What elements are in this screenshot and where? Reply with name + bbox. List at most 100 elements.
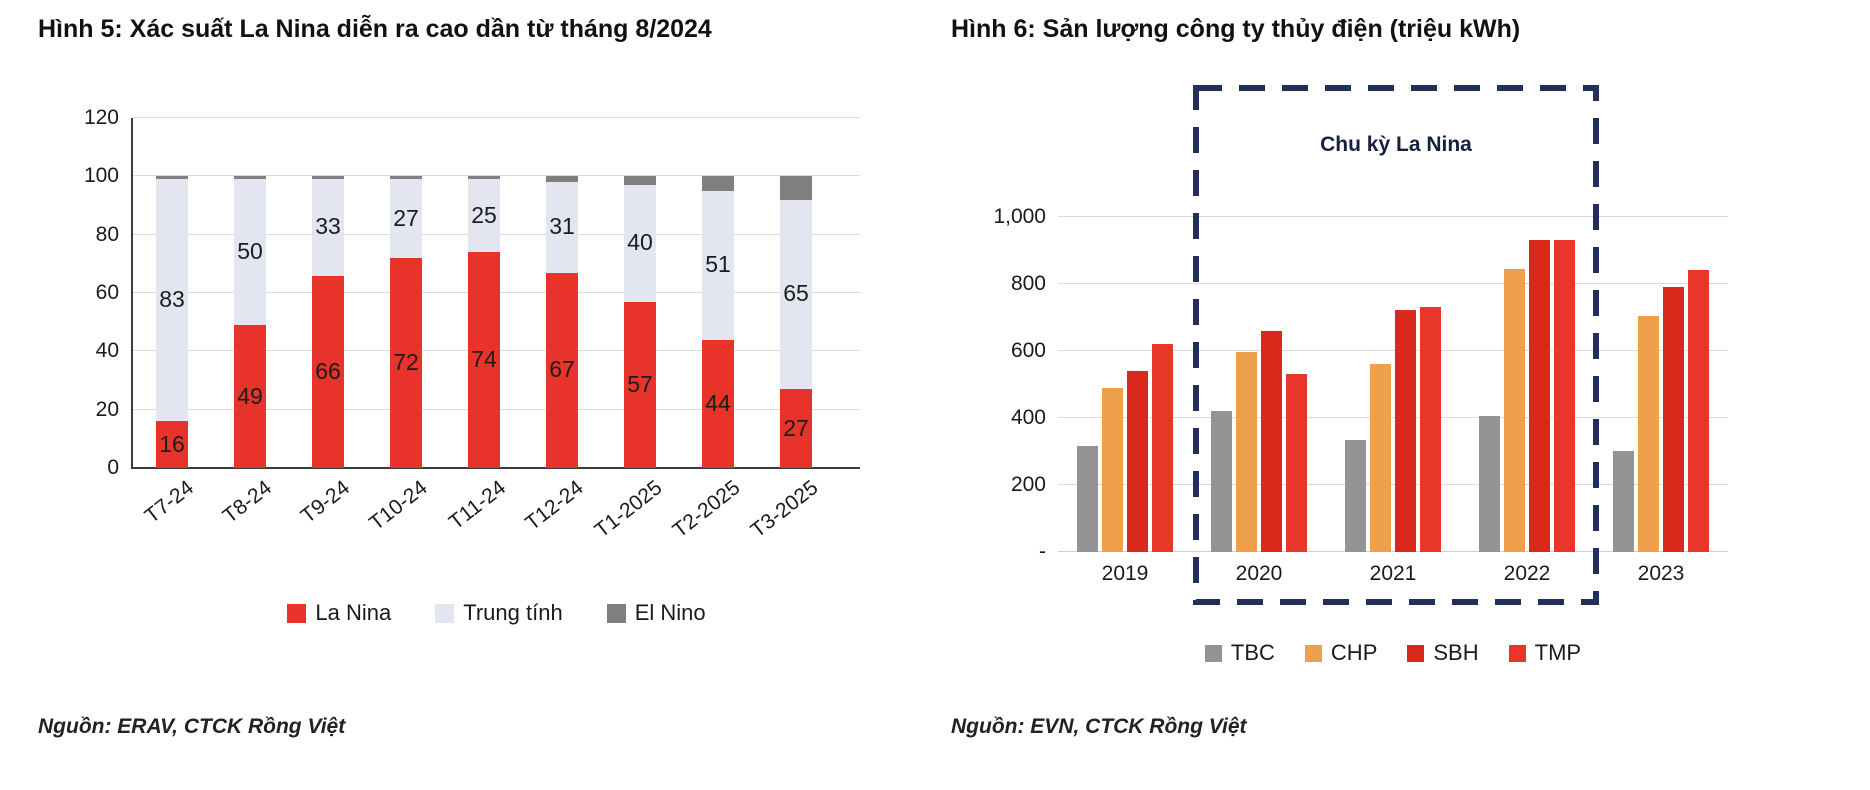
x-axis-line [1058,551,1728,552]
bar-segment-trung-tính [546,182,578,273]
bar-chp [1370,364,1391,552]
gridline-400 [1058,416,1728,418]
legend-swatch-icon [606,603,626,623]
legend-swatch-icon [1407,644,1425,662]
bar-segment-la-nina [390,258,422,468]
y-tick-label: 400 [1010,405,1046,429]
bar-segment-el-nino [780,176,812,200]
legend-item-chp: CHP [1304,640,1378,666]
bar-sbh [1261,330,1282,552]
fig5-title: Hình 5: Xác suất La Nina diễn ra cao dần… [38,15,712,43]
x-tick-label: T2-2025 [668,476,745,543]
bar-tbc [1211,411,1232,552]
gridline-120 [133,117,860,118]
x-tick-label: 2023 [1637,562,1685,585]
bar-tmp [1688,270,1709,552]
figure-hinh-6: Hình 6: Sản lượng công ty thủy điện (tri… [948,15,1858,775]
fig6-source: Nguồn: EVN, CTCK Rồng Việt [951,715,1247,738]
data-label: 33 [315,213,341,240]
x-axis-line [131,467,860,469]
bar-segment-la-nina [624,301,656,468]
bar-chp [1504,268,1525,552]
bar-segment-la-nina [312,275,344,468]
gridline-800 [1058,282,1728,284]
data-label: 65 [783,280,809,307]
legend-label: Trung tính [463,600,563,625]
y-tick-label: 80 [95,222,119,246]
bar-segment-la-nina [468,252,500,468]
bar-segment-trung-tính [468,179,500,253]
bar-chp [1236,352,1257,552]
legend-label: El Nino [634,600,706,625]
data-label: 66 [315,357,341,384]
bar-chp [1638,315,1659,552]
bar-segment-el-nino [624,176,656,186]
bar-tbc [1077,446,1098,552]
gridline-200 [1058,483,1728,485]
bar-sbh [1529,240,1550,552]
data-label: 74 [471,346,497,373]
bar-tbc [1345,439,1366,552]
legend-item-la-nina: La Nina [287,600,391,626]
bar-sbh [1395,310,1416,552]
y-tick-label: 0 [107,456,119,479]
bar-segment-trung-tính [624,185,656,302]
data-label: 25 [471,201,497,228]
x-tick-label: T9-24 [296,476,355,528]
bar-tmp [1420,307,1441,552]
fig5-legend: La Nina Trung tính El Nino [133,600,860,626]
bar-segment-el-nino [390,176,422,180]
data-label: 27 [783,414,809,441]
y-tick-label: 1,000 [993,204,1046,228]
y-tick-label: 600 [1010,338,1046,362]
bar-segment-el-nino [156,176,188,180]
la-nina-cycle-annotation-box: Chu kỳ La Nina [1193,85,1599,605]
data-label: 16 [159,430,185,457]
data-label: 57 [627,370,653,397]
x-tick-label: T1-2025 [590,476,667,543]
legend-label: TBC [1230,640,1275,665]
bar-segment-la-nina [702,339,734,468]
data-label: 44 [705,389,731,416]
data-label: 72 [393,349,419,375]
bar-tbc [1479,416,1500,552]
gridline-600 [1058,349,1728,351]
bar-segment-el-nino [468,176,500,180]
y-tick-label: - [1039,540,1046,563]
x-tick-label: 2019 [1101,562,1149,585]
y-axis-line [131,118,133,469]
y-tick-label: 20 [95,397,119,421]
bar-sbh [1663,287,1684,552]
bar-chp [1102,387,1123,552]
bar-segment-el-nino [702,176,734,191]
data-label: 31 [549,213,575,240]
bar-segment-el-nino [312,176,344,180]
legend-label: CHP [1330,640,1378,665]
bar-segment-trung-tính [234,179,266,326]
dashed-box-outline [1193,85,1599,605]
x-tick-label: T8-24 [218,476,277,528]
bar-segment-la-nina [780,389,812,468]
legend-swatch-icon [435,603,455,623]
x-tick-label: 2022 [1503,562,1551,585]
bar-sbh [1127,370,1148,552]
y-tick-label: 120 [83,106,119,129]
bar-tmp [1152,344,1173,552]
fig5-plot: 0 20 40 60 80 100 120 16 83 T7-24 49 50 T8-24 66 33 T9-… [84,106,860,542]
la-nina-cycle-label: Chu kỳ La Nina [1320,133,1472,156]
x-tick-label: T12-24 [521,476,589,536]
x-tick-label: T7-24 [140,476,199,528]
fig6-legend: TBC CHP SBH TMP [1058,640,1728,666]
legend-swatch-icon [1204,644,1222,662]
legend-label: SBH [1433,640,1479,665]
legend-swatch-icon [1508,644,1526,662]
legend-swatch-icon [1304,644,1322,662]
data-label: 67 [549,356,575,383]
bar-segment-trung-tính [156,179,188,422]
bar-segment-el-nino [234,176,266,180]
y-tick-label: 60 [95,281,119,304]
bar-segment-trung-tính [702,190,734,340]
legend-item-trung-tính: Trung tính [435,600,563,626]
data-label: 83 [159,286,185,313]
legend-label: La Nina [315,600,392,625]
